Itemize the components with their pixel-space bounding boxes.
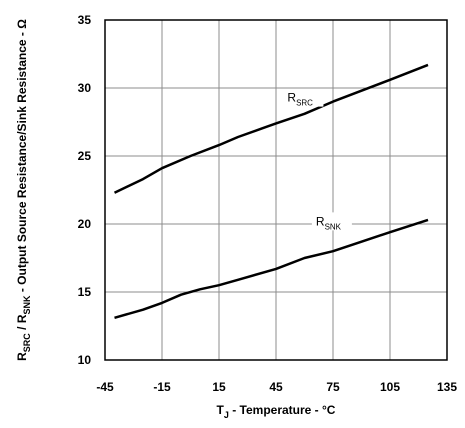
y-axis-label-rest: - Output Source Resistance/Sink Resistan… (15, 19, 29, 296)
series-label-src: RSRC (287, 91, 313, 108)
series-label-prefix: R (316, 214, 325, 228)
y-axis-label: RSRC / RSNK - Output Source Resistance/S… (15, 19, 32, 361)
x-tick-label: 15 (212, 380, 226, 394)
y-axis-label-p2: / R (15, 314, 29, 333)
x-tick-label: 135 (437, 380, 457, 394)
y-axis-label-s1: SRC (22, 333, 32, 353)
series-label-sub: SNK (325, 222, 342, 231)
y-tick-label: 35 (78, 13, 92, 27)
y-tick-label: 30 (78, 81, 92, 95)
y-tick-label: 25 (78, 149, 92, 163)
series-label-bg (311, 212, 352, 231)
x-tick-label: 45 (269, 380, 283, 394)
y-tick-label: 10 (78, 353, 92, 367)
series-label-sub: SRC (296, 99, 313, 108)
y-axis-label-p1: R (15, 352, 29, 361)
x-tick-label: -15 (153, 380, 171, 394)
series-lines (113, 63, 429, 320)
x-tick-label: -45 (96, 380, 114, 394)
x-tick-label: 75 (326, 380, 340, 394)
y-tick-labels: 35 30 25 20 15 10 (78, 13, 92, 367)
x-axis-label-sub: J (224, 410, 229, 420)
series-label-snk: RSNK (316, 214, 342, 231)
series-line-src (113, 63, 429, 194)
y-axis-label-s2: SNK (22, 295, 32, 315)
y-tick-label: 15 (78, 285, 92, 299)
series-line-snk (114, 218, 429, 320)
series-label-prefix: R (287, 91, 296, 105)
x-axis-label: TJ - Temperature - °C (217, 403, 336, 420)
series-label-bg (283, 88, 324, 107)
x-axis-label-rest: - Temperature - °C (229, 403, 336, 417)
x-axis-label-main: T (217, 403, 225, 417)
grid (105, 20, 447, 360)
y-tick-label: 20 (78, 217, 92, 231)
x-tick-label: 105 (380, 380, 400, 394)
plot-border (104, 19, 448, 361)
x-tick-labels: -45 -15 15 45 75 105 135 (96, 380, 457, 394)
